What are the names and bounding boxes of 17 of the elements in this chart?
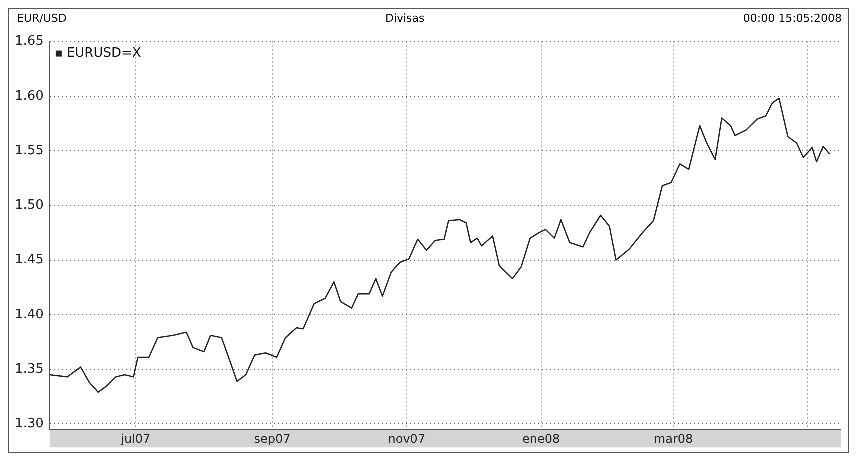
- y-tick-label: 1.35: [14, 362, 44, 377]
- x-tick-label: ene08: [522, 432, 560, 446]
- y-tick-label: 1.40: [14, 307, 44, 322]
- x-tick-label: nov07: [388, 432, 426, 446]
- x-tick-label: jul07: [120, 432, 151, 446]
- y-tick-label: 1.45: [14, 252, 44, 268]
- y-tick-label: 1.65: [14, 34, 44, 50]
- text: 00:00 15:05:2008: [743, 12, 842, 25]
- y-tick-label: 1.50: [14, 198, 44, 214]
- y-tick-label: 1.30: [14, 416, 44, 432]
- y-tick-label: 1.60: [14, 88, 44, 104]
- x-tick-label: sep07: [254, 432, 291, 446]
- y-tick-label: 1.55: [14, 143, 44, 158]
- x-tick-label: mar08: [654, 432, 694, 446]
- chart-title: Divisas: [385, 12, 425, 27]
- y-axis-title: EUR/USD: [17, 12, 67, 27]
- legend-label: EURUSD=X: [66, 46, 142, 62]
